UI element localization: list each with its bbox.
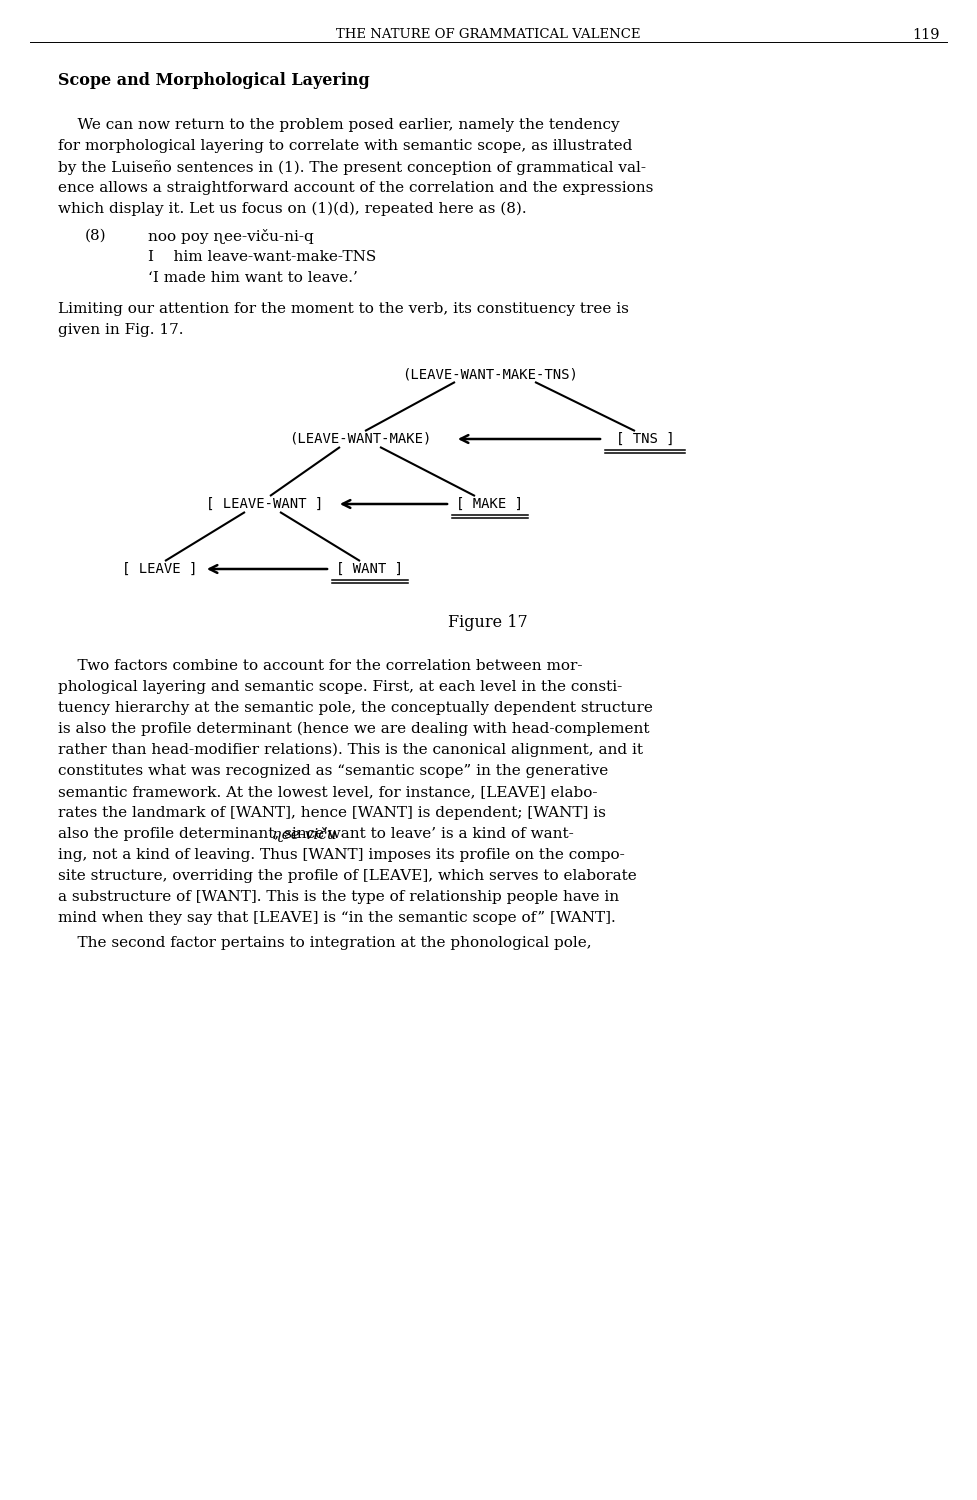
Text: (8): (8) [85,230,106,243]
Text: which display it. Let us focus on (1)(d), repeated here as (8).: which display it. Let us focus on (1)(d)… [58,202,527,216]
Text: ‘I made him want to leave.’: ‘I made him want to leave.’ [148,272,358,285]
Text: also the profile determinant, since: also the profile determinant, since [58,827,329,842]
Text: site structure, overriding the profile of [LEAVE], which serves to elaborate: site structure, overriding the profile o… [58,868,637,883]
Text: ‘want to leave’ is a kind of want-: ‘want to leave’ is a kind of want- [319,827,574,842]
Text: mind when they say that [LEAVE] is “in the semantic scope of” [WANT].: mind when they say that [LEAVE] is “in t… [58,910,616,926]
Text: Limiting our attention for the moment to the verb, its constituency tree is: Limiting our attention for the moment to… [58,302,629,316]
Text: phological layering and semantic scope. First, at each level in the consti-: phological layering and semantic scope. … [58,680,622,694]
Text: 119: 119 [913,28,940,42]
Text: THE NATURE OF GRAMMATICAL VALENCE: THE NATURE OF GRAMMATICAL VALENCE [336,28,640,40]
Text: rates the landmark of [WANT], hence [WANT] is dependent; [WANT] is: rates the landmark of [WANT], hence [WAN… [58,806,606,820]
Text: (LEAVE-WANT-MAKE-TNS): (LEAVE-WANT-MAKE-TNS) [403,368,578,381]
Text: is also the profile determinant (hence we are dealing with head-complement: is also the profile determinant (hence w… [58,722,650,736]
Text: I    him leave-want-make-TNS: I him leave-want-make-TNS [148,251,376,264]
Text: Scope and Morphological Layering: Scope and Morphological Layering [58,72,369,88]
Text: (LEAVE-WANT-MAKE): (LEAVE-WANT-MAKE) [289,432,431,445]
Text: by the Luiseño sentences in (1). The present conception of grammatical val-: by the Luiseño sentences in (1). The pre… [58,160,646,176]
Text: The second factor pertains to integration at the phonological pole,: The second factor pertains to integratio… [58,936,592,950]
Text: ɳee-viču: ɳee-viču [272,827,337,842]
Text: [ MAKE ]: [ MAKE ] [456,496,524,512]
Text: noo poy ɳee-viču-ni-q: noo poy ɳee-viču-ni-q [148,230,314,244]
Text: a substructure of [WANT]. This is the type of relationship people have in: a substructure of [WANT]. This is the ty… [58,890,619,904]
Text: We can now return to the problem posed earlier, namely the tendency: We can now return to the problem posed e… [58,118,619,132]
Text: [ WANT ]: [ WANT ] [336,562,404,576]
Text: constitutes what was recognized as “semantic scope” in the generative: constitutes what was recognized as “sema… [58,764,609,778]
Text: given in Fig. 17.: given in Fig. 17. [58,322,184,338]
Text: semantic framework. At the lowest level, for instance, [LEAVE] elabo-: semantic framework. At the lowest level,… [58,784,598,800]
Text: [ LEAVE ]: [ LEAVE ] [122,562,197,576]
Text: Two factors combine to account for the correlation between mor-: Two factors combine to account for the c… [58,658,582,674]
Text: ing, not a kind of leaving. Thus [WANT] imposes its profile on the compo-: ing, not a kind of leaving. Thus [WANT] … [58,847,624,862]
Text: ence allows a straightforward account of the correlation and the expressions: ence allows a straightforward account of… [58,182,654,195]
Text: Figure 17: Figure 17 [448,614,528,632]
Text: [ TNS ]: [ TNS ] [616,432,674,445]
Text: tuency hierarchy at the semantic pole, the conceptually dependent structure: tuency hierarchy at the semantic pole, t… [58,700,653,715]
Text: [ LEAVE-WANT ]: [ LEAVE-WANT ] [206,496,323,512]
Text: rather than head-modifier relations). This is the canonical alignment, and it: rather than head-modifier relations). Th… [58,742,643,758]
Text: for morphological layering to correlate with semantic scope, as illustrated: for morphological layering to correlate … [58,140,632,153]
